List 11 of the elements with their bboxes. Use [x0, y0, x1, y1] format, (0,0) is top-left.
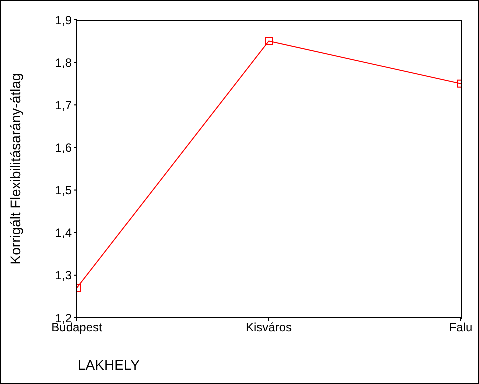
y-tick-label: 1,6 — [55, 140, 72, 155]
y-tick-label: 1,5 — [55, 184, 72, 198]
y-tick-label: 1,4 — [55, 226, 72, 240]
y-tick-label: 1,8 — [55, 56, 72, 70]
x-tick-label: Kisváros — [246, 320, 292, 335]
y-tick-label: 1,7 — [55, 98, 72, 112]
x-tick-label: Falu — [449, 320, 473, 335]
x-axis-title: LAKHELY — [78, 357, 140, 373]
y-tick-label: 1,9 — [55, 13, 72, 28]
y-axis-title: Korrigált Flexibilitásarány-átlag — [8, 73, 24, 265]
y-tick-label: 1,3 — [55, 268, 72, 283]
